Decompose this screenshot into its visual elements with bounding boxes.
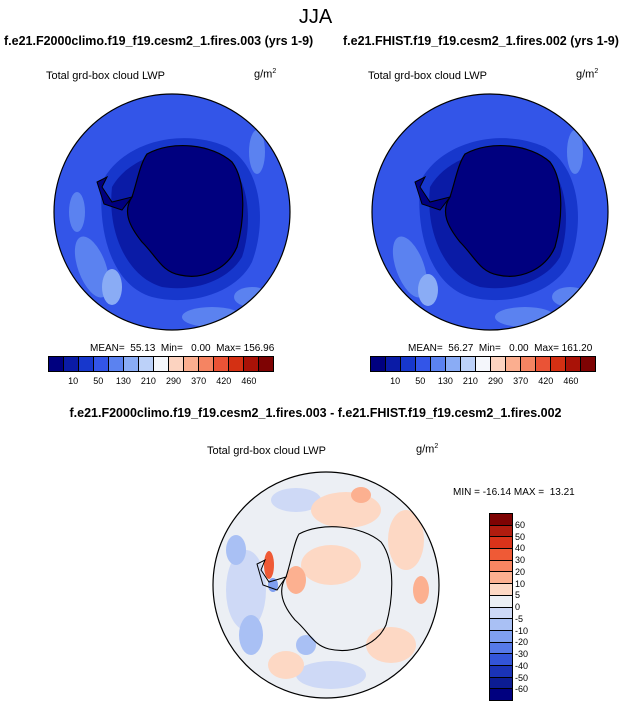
colorbar-tick-label: 420 [538,376,554,386]
colorbar-swatch [581,357,595,371]
colorbar-tick-label: 130 [115,376,131,386]
main-title: JJA [298,6,333,28]
panel-1-colorbar-labels: 10 50 130 210 290 370 420 460 [48,376,274,388]
colorbar-swatch [490,537,512,550]
colorbar-swatch [446,357,461,371]
colorbar-tick-label: -5 [515,613,524,624]
panel-2-colorbar-labels: 10 50 130 210 290 370 420 460 [370,376,596,388]
colorbar-swatch [536,357,551,371]
colorbar-tick-label: 50 [515,531,526,542]
colorbar-swatch [490,689,512,700]
colorbar-swatch [371,357,386,371]
colorbar-tick-label: 370 [513,376,529,386]
colorbar-tick-label: 210 [140,376,156,386]
colorbar-swatch [490,677,512,690]
colorbar-swatch [490,584,512,596]
colorbar-swatch [490,619,512,631]
diff-panel-colorbar [489,513,513,701]
diff-panel-field-label: Total grd-box cloud LWP [207,445,327,457]
diff-panel-colorbar-labels: 60 50 40 30 20 10 5 0 -5 -10 -20 -30 -40 -50 -60 [515,513,555,701]
panel-2-colorbar [370,356,596,372]
colorbar-swatch [490,549,512,561]
colorbar-tick-label: 60 [515,519,526,530]
colorbar-swatch [490,665,512,678]
colorbar-tick-label: 290 [488,376,504,386]
diff-panel-units: g/m2 [416,443,439,456]
colorbar-tick-label: 460 [563,376,579,386]
colorbar-swatch [94,357,109,371]
colorbar-swatch [109,357,124,371]
colorbar-swatch [506,357,521,371]
colorbar-swatch [244,357,259,371]
panel-2-title: f.e21.FHIST.f19_f19.cesm2_1.fires.002 (y… [343,34,619,48]
colorbar-tick-label: -10 [515,625,529,636]
colorbar-tick-label: 10 [68,376,79,386]
colorbar-swatch [49,357,64,371]
colorbar-swatch [566,357,581,371]
colorbar-tick-label: -60 [515,684,529,695]
panel-2-units: g/m2 [576,68,599,81]
colorbar-swatch [551,357,566,371]
colorbar-swatch [401,357,416,371]
colorbar-swatch [521,357,536,371]
colorbar-swatch [199,357,214,371]
colorbar-tick-label: 20 [515,566,526,577]
colorbar-swatch [490,630,512,643]
colorbar-tick-label: -20 [515,637,529,648]
colorbar-swatch [461,357,476,371]
colorbar-swatch [431,357,446,371]
colorbar-swatch [184,357,199,371]
panel-1-colorbar [48,356,274,372]
panel-1-units: g/m2 [254,68,277,81]
colorbar-swatch [491,357,506,371]
panel-1-stats: MEAN= 55.13 Min= 0.00 Max= 156.96 [90,343,275,354]
panel-1-title: f.e21.F2000climo.f19_f19.cesm2_1.fires.0… [4,34,314,48]
colorbar-swatch [490,595,512,608]
colorbar-tick-label: 460 [241,376,257,386]
colorbar-swatch [124,357,139,371]
panel-2-stats: MEAN= 56.27 Min= 0.00 Max= 161.20 [408,343,593,354]
panel-2-map [370,92,610,332]
colorbar-tick-label: 290 [166,376,182,386]
colorbar-tick-label: 50 [93,376,104,386]
panel-2-field-label: Total grd-box cloud LWP [368,70,488,82]
colorbar-swatch [490,525,512,538]
colorbar-swatch [259,357,273,371]
panel-1-map [52,92,292,332]
colorbar-swatch [229,357,244,371]
colorbar-tick-label: 10 [390,376,401,386]
colorbar-swatch [416,357,431,371]
panel-1-field-label: Total grd-box cloud LWP [46,70,166,82]
colorbar-tick-label: 130 [437,376,453,386]
colorbar-tick-label: -30 [515,649,529,659]
colorbar-swatch [64,357,79,371]
diff-panel-map [211,470,441,700]
colorbar-swatch [214,357,229,371]
colorbar-swatch [490,654,512,666]
diff-panel-stats: MIN = -16.14 MAX = 13.21 [453,487,575,498]
colorbar-tick-label: 50 [415,376,426,386]
colorbar-tick-label: -40 [515,660,529,671]
colorbar-tick-label: -50 [515,672,529,683]
colorbar-tick-label: 40 [515,543,526,554]
colorbar-swatch [490,607,512,620]
colorbar-tick-label: 30 [515,555,526,565]
diff-panel-title: f.e21.F2000climo.f19_f19.cesm2_1.fires.0… [69,406,562,420]
colorbar-tick-label: 210 [462,376,478,386]
colorbar-swatch [490,642,512,655]
colorbar-swatch [490,560,512,573]
colorbar-tick-label: 10 [515,578,526,589]
colorbar-swatch [169,357,184,371]
colorbar-swatch [139,357,154,371]
colorbar-swatch [490,572,512,585]
colorbar-tick-label: 0 [515,602,521,612]
colorbar-swatch [386,357,401,371]
colorbar-swatch [79,357,94,371]
colorbar-tick-label: 5 [515,590,521,601]
colorbar-tick-label: 370 [191,376,207,386]
colorbar-swatch [490,514,512,526]
colorbar-tick-label: 420 [216,376,232,386]
colorbar-swatch [154,357,169,371]
colorbar-swatch [476,357,491,371]
